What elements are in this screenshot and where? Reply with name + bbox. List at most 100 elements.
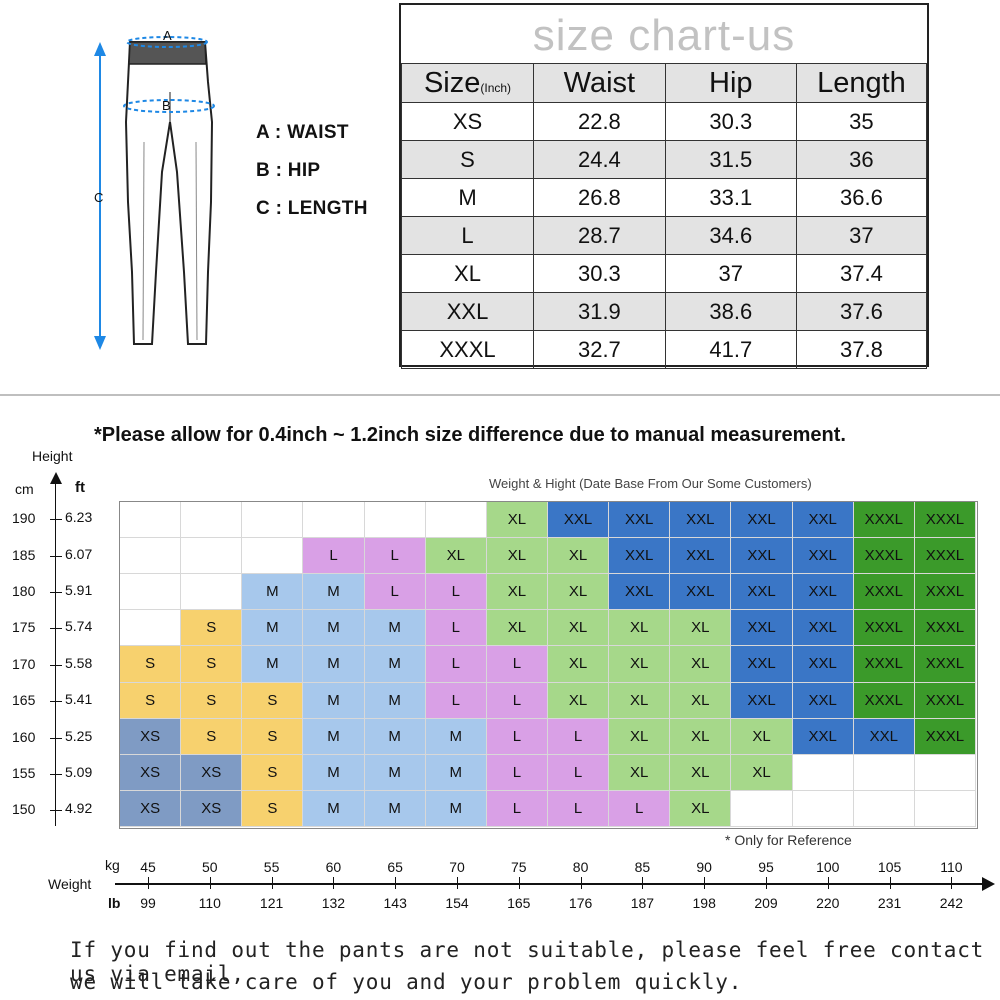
size-chart-cell-hip: 33.1 [664,178,797,217]
waist-measure-line [126,36,208,48]
grid-cell-xl: XL [609,646,671,683]
weight-lb-label: 132 [321,895,346,911]
grid-cell-l: L [425,574,487,611]
height-tick [50,664,62,666]
grid-cell-xxl: XXL [548,502,610,539]
size-chart-cell-size: XXXL [400,330,535,369]
grid-cell-m: M [303,610,365,647]
grid-cell-xxxl: XXXL [914,718,976,755]
weight-kg-label: 70 [449,859,465,875]
grid-cell-l: L [425,610,487,647]
grid-cell-xxxl: XXXL [853,646,915,683]
grid-cell-xl: XL [486,610,548,647]
grid-cell-m: M [425,754,487,791]
height-axis-line [55,478,56,826]
grid-cell-m: M [242,574,304,611]
height-cm-label: 180 [12,583,36,599]
grid-cell-xxxl: XXXL [914,574,976,611]
grid-cell-xl: XL [548,574,610,611]
size-chart-row: XL 30.3 37 37.4 [400,254,928,293]
size-chart-cell-waist: 30.3 [533,254,666,293]
grid-cell-xl: XL [731,718,793,755]
size-chart-cell-length: 37.6 [795,292,928,331]
grid-cell-m: M [425,718,487,755]
weight-lb-label: 110 [198,895,221,911]
grid-cell-xxl: XXL [792,646,854,683]
weight-lb-label: 187 [630,895,655,911]
grid-cell-xxxl: XXXL [914,538,976,575]
grid-cell-s: S [242,718,304,755]
grid-cell-xl: XL [609,754,671,791]
size-chart-cell-hip: 31.5 [664,140,797,179]
grid-cell-xxl: XXL [731,574,793,611]
grid-cell-s: S [242,754,304,791]
legend-hip: B : HIP [256,160,321,181]
grid-cell-empty [120,538,182,575]
grid-cell-xs: XS [181,790,243,827]
section-divider [0,394,1000,396]
grid-cell-m: M [242,646,304,683]
weight-kg-label: 55 [263,859,280,875]
grid-cell-xl: XL [731,754,793,791]
height-ft-label: 5.74 [65,618,93,635]
grid-cell-m: M [364,646,426,683]
grid-cell-l: L [364,574,426,611]
weight-kg-label: 60 [325,859,342,875]
header-length: Length [795,63,928,103]
marker-b: B [162,98,171,113]
legend-length: C : LENGTH [256,198,368,219]
length-arrow-head-top [94,42,106,56]
grid-cell-l: L [609,790,671,827]
grid-cell-m: M [303,574,365,611]
height-tick [50,519,62,521]
size-chart-cell-size: XXL [400,292,535,331]
grid-cell-xl: XL [548,646,610,683]
weight-tick [951,877,953,889]
size-chart-cell-length: 37 [795,216,928,255]
grid-cell-l: L [548,718,610,755]
grid-cell-l: L [303,538,365,575]
grid-cell-xxl: XXL [853,718,915,755]
weight-tick [889,877,891,889]
grid-cell-xs: XS [120,754,182,791]
grid-cell-l: L [486,646,548,683]
grid-cell-xxl: XXL [670,502,732,539]
grid-cell-empty [120,574,182,611]
weight-tick [395,877,397,889]
weight-tick [704,877,706,889]
size-chart-cell-waist: 32.7 [533,330,666,369]
grid-cell-m: M [303,754,365,791]
grid-cell-m: M [303,718,365,755]
weight-lb-label: 121 [259,895,284,911]
height-tick [50,774,62,775]
header-size-label: Size [423,66,481,99]
footer-line-2: we will take care of you and your proble… [70,970,743,994]
size-chart-cell-waist: 26.8 [533,178,666,217]
legend-waist: A : WAIST [256,122,349,143]
height-ft-label: 5.91 [65,582,93,598]
header-hip: Hip [664,63,797,103]
leggings-outline [124,41,214,345]
grid-cell-xl: XL [670,790,732,827]
hip-measure-line [123,99,215,113]
weight-unit-kg: kg [105,857,120,873]
grid-cell-l: L [425,682,487,719]
grid-cell-xl: XL [670,646,732,683]
grid-cell-empty [792,754,854,791]
grid-cell-m: M [364,718,426,755]
grid-cell-xl: XL [548,538,610,575]
grid-cell-xl: XL [486,538,548,575]
grid-cell-empty [731,790,793,827]
grid-cell-empty [914,790,976,827]
height-cm-label: 185 [12,546,36,563]
weight-kg-label: 95 [758,859,774,875]
grid-cell-empty [181,538,243,575]
weight-kg-label: 110 [940,859,963,875]
weight-unit-lb: lb [108,895,121,911]
height-tick [50,555,62,557]
weight-tick [642,877,644,889]
header-waist: Waist [533,63,666,103]
grid-cell-l: L [486,682,548,719]
left-leg-seam [142,141,145,341]
grid-cell-xs: XS [120,790,182,827]
